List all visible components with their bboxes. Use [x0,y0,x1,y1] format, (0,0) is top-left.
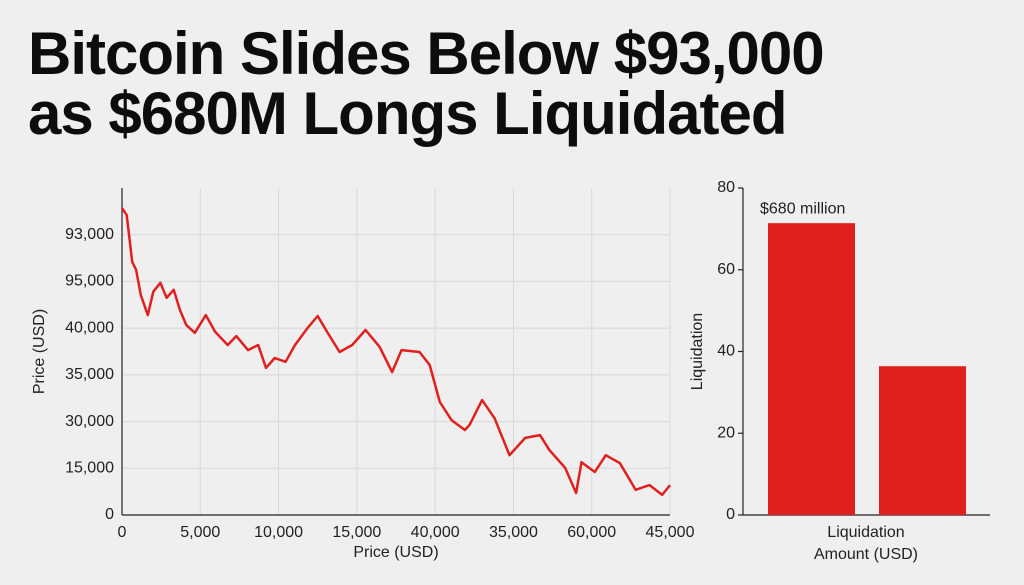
x-tick-label: 0 [118,524,127,541]
y-tick-label: 93,000 [65,226,114,243]
x-axis-label: Liquidation [827,524,904,541]
x-tick-label: 15,000 [332,524,381,541]
y-tick-label: 95,000 [65,273,114,290]
y-tick-label: 80 [717,179,735,196]
bar [879,366,966,515]
y-tick-label: 0 [105,506,114,523]
y-tick-label: 20 [717,424,735,441]
y-tick-label: 30,000 [65,413,114,430]
x-tick-label: 5,000 [180,524,220,541]
x-tick-label: 45,000 [646,524,695,541]
x-axis-label: Price (USD) [353,544,438,561]
y-axis-label: Price (USD) [31,309,48,394]
y-tick-label: 35,000 [65,366,114,383]
annotation: $680 million [760,200,845,217]
y-tick-label: 40 [717,343,735,360]
x-tick-label: 40,000 [411,524,460,541]
x-tick-label: 35,000 [489,524,538,541]
y-tick-label: 60 [717,261,735,278]
x-axis-label: Amount (USD) [814,546,918,563]
y-tick-label: 40,000 [65,319,114,336]
y-tick-label: 0 [726,506,735,523]
y-tick-label: 15,000 [65,460,114,477]
bar [768,223,855,515]
x-tick-label: 60,000 [567,524,616,541]
title-line: Bitcoin Slides Below $93,000 [28,20,824,87]
x-tick-label: 10,000 [254,524,303,541]
title-line: as $680M Longs Liquidated [28,80,787,147]
price-line [120,207,671,497]
y-axis-label: Liquidation [689,313,706,390]
